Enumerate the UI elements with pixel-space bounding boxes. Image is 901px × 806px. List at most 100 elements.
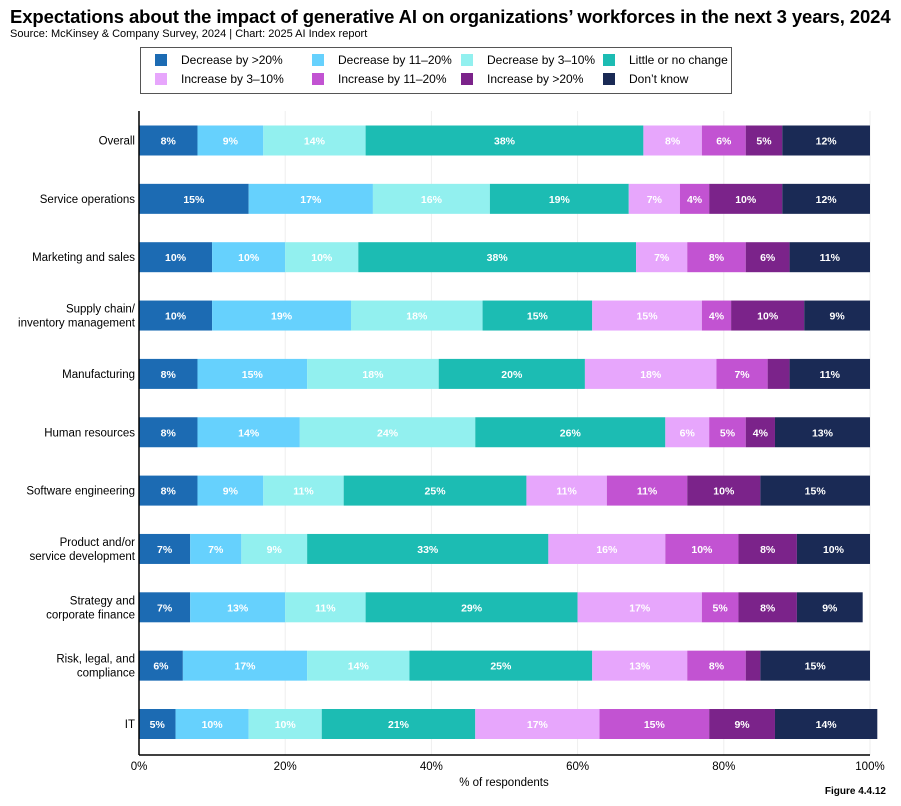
legend-label: Increase by 11–20%: [338, 72, 447, 86]
bar-segment: [636, 242, 688, 273]
legend-swatch: [155, 54, 167, 66]
bar-data-label: 5%: [150, 719, 166, 731]
legend-item: Increase by >20%: [461, 72, 583, 86]
bar-data-label: 17%: [234, 661, 256, 673]
bar-segment: [738, 533, 797, 564]
bar-segment: [804, 300, 870, 331]
y-axis-label: Risk, legal, and compliance: [56, 654, 135, 680]
bar-segment: [548, 533, 666, 564]
bar-segment: [139, 592, 191, 623]
bar-segment: [628, 183, 680, 214]
bar-data-label: 8%: [760, 602, 776, 614]
bar-data-label: 15%: [183, 194, 205, 206]
bar-data-label: 15%: [242, 369, 264, 381]
bar-data-label: 19%: [271, 311, 293, 323]
bar-segment: [789, 358, 870, 389]
legend-swatch: [312, 73, 324, 85]
bar-data-label: 9%: [267, 544, 283, 556]
bar-row: 10% 10% 10% 38% 7% 8% 6% 11%: [139, 242, 870, 273]
bar-row: 8% 15% 18% 20% 18% 7% 11%: [139, 358, 870, 389]
bar-data-label: 14%: [304, 136, 326, 148]
bar-data-label: 25%: [425, 486, 447, 498]
bar-row: 7% 13% 11% 29% 17% 5% 8% 9%: [139, 592, 863, 623]
bar-data-label: 18%: [406, 311, 428, 323]
bar-data-label: 21%: [388, 719, 410, 731]
bar-data-label: 15%: [644, 719, 666, 731]
bar-segment: [190, 592, 286, 623]
x-axis-label: % of respondents: [459, 777, 549, 789]
bar-segment: [745, 417, 775, 448]
bar-segment: [139, 475, 198, 506]
bar-segment: [197, 358, 308, 389]
bar-segment: [139, 300, 213, 331]
bar-segment: [263, 475, 344, 506]
bar-data-label: 4%: [687, 194, 703, 206]
legend-swatch: [461, 54, 473, 66]
bar-segment: [197, 417, 300, 448]
y-axis-label: Overall: [99, 136, 135, 148]
bar-segment: [139, 358, 198, 389]
bar-segment: [182, 650, 308, 681]
legend-label: Increase by >20%: [487, 72, 584, 86]
bar-segment: [139, 125, 198, 156]
bar-data-label: 12%: [816, 194, 838, 206]
bar-data-label: 15%: [637, 311, 659, 323]
bar-segment: [599, 709, 710, 739]
bar-segment: [343, 475, 527, 506]
bar-data-label: 17%: [300, 194, 322, 206]
bar-segment: [248, 709, 322, 739]
bar-segment: [774, 709, 878, 739]
bar-data-label: 13%: [227, 602, 249, 614]
bar-data-label: 7%: [208, 544, 224, 556]
bar-segment: [643, 125, 702, 156]
bar-data-label: 17%: [527, 719, 549, 731]
bar-data-label: 11%: [637, 486, 658, 498]
bar-data-label: 12%: [816, 136, 838, 148]
bar-data-label: 10%: [691, 544, 713, 556]
bar-row: 8% 14% 24% 26% 6% 5% 4% 13%: [139, 417, 870, 448]
bar-segment: [731, 300, 805, 331]
bar-segment: [606, 475, 688, 506]
bar-segment: [701, 125, 746, 156]
bar-data-label: 18%: [362, 369, 384, 381]
bar-segment: [307, 358, 439, 389]
figure-label: Figure 4.4.12: [824, 786, 886, 797]
bar-data-label: 10%: [311, 252, 333, 264]
bar-data-label: 6%: [153, 661, 169, 673]
bar-segment: [475, 417, 666, 448]
bar-segment: [365, 592, 578, 623]
legend-label: Decrease by 11–20%: [338, 53, 452, 67]
bar-data-label: 10%: [757, 311, 779, 323]
bar-row: 7% 7% 9% 33% 16% 10% 8% 10%: [139, 533, 870, 564]
bar-segment: [716, 358, 768, 389]
bar-segment: [687, 475, 761, 506]
y-axis-label: Manufacturing: [62, 369, 135, 381]
bar-data-label: 9%: [822, 602, 838, 614]
bar-segment: [307, 533, 549, 564]
bar-segment: [372, 183, 490, 214]
bar-segment: [139, 242, 213, 273]
bar-segment: [299, 417, 476, 448]
bar-data-label: 29%: [461, 602, 483, 614]
bar-row: 10% 19% 18% 15% 15% 4% 10% 9%: [139, 300, 870, 331]
legend-item: Decrease by 11–20%: [312, 53, 452, 67]
bar-segment: [241, 533, 308, 564]
bar-segment: [592, 300, 702, 331]
bar-data-label: 13%: [629, 661, 651, 673]
bar-segment: [774, 417, 870, 448]
bar-data-label: 15%: [527, 311, 549, 323]
bar-data-label: 8%: [161, 427, 177, 439]
bar-data-label: 6%: [680, 427, 696, 439]
bar-segment: [745, 242, 790, 273]
bar-segment: [139, 533, 191, 564]
bar-data-label: 25%: [490, 661, 512, 673]
legend-item: Decrease by 3–10%: [461, 53, 595, 67]
bar-segment: [577, 592, 702, 623]
bar-segment: [687, 242, 746, 273]
bar-data-label: 18%: [640, 369, 662, 381]
legend-item: Don’t know: [603, 72, 688, 86]
bar-data-label: 4%: [753, 427, 769, 439]
bar-segment: [321, 709, 476, 739]
bar-segment: [665, 417, 710, 448]
bar-data-label: 8%: [161, 369, 177, 381]
